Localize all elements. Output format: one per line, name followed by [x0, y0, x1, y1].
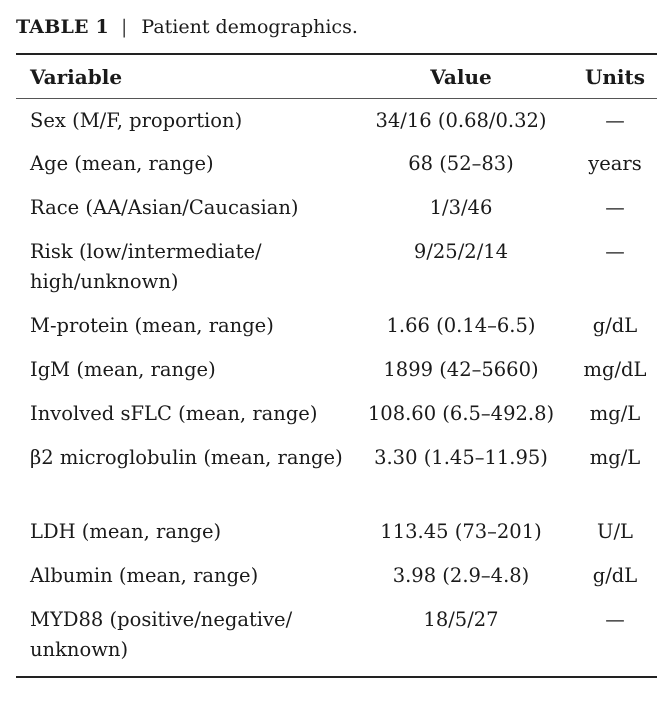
table-title: Patient demographics. — [141, 16, 358, 38]
table-row: Albumin (mean, range) 3.98 (2.9–4.8) g/d… — [16, 554, 657, 598]
cell-value: 1/3/46 — [429, 196, 493, 219]
table-caption: TABLE 1 | Patient demographics. — [16, 14, 358, 40]
demographics-table: Variable Value Units Sex (M/F, proportio… — [16, 55, 657, 672]
cell-units: — — [605, 196, 625, 219]
table-row: M-protein (mean, range) 1.66 (0.14–6.5) … — [16, 304, 657, 348]
cell-units: g/dL — [592, 564, 638, 587]
cell-variable: LDH (mean, range) — [30, 520, 222, 543]
column-header-variable: Variable — [30, 64, 123, 89]
cell-variable: Sex (M/F, proportion) — [30, 109, 243, 132]
cell-value: 1.66 (0.14–6.5) — [386, 314, 536, 337]
cell-variable: Age (mean, range) — [30, 152, 214, 175]
cell-units: — — [605, 608, 625, 631]
top-rule — [16, 53, 657, 55]
table-row: LDH (mean, range) 113.45 (73–201) U/L — [16, 510, 657, 554]
cell-value: 108.60 (6.5–492.8) — [367, 402, 555, 425]
table-row: Involved sFLC (mean, range) 108.60 (6.5–… — [16, 392, 657, 436]
cell-variable: Risk (low/intermediate/ high/unknown) — [30, 240, 262, 293]
table-row: Risk (low/intermediate/ high/unknown) 9/… — [16, 230, 657, 304]
cell-variable: M-protein (mean, range) — [30, 314, 274, 337]
cell-variable: Involved sFLC (mean, range) — [30, 402, 318, 425]
cell-units: g/dL — [592, 314, 638, 337]
bottom-rule — [16, 676, 657, 678]
cell-units: mg/L — [589, 446, 641, 469]
cell-value: 3.30 (1.45–11.95) — [374, 446, 548, 469]
cell-units: mg/dL — [583, 358, 647, 381]
table-row: IgM (mean, range) 1899 (42–5660) mg/dL — [16, 348, 657, 392]
cell-variable: MYD88 (positive/negative/ unknown) — [30, 608, 293, 661]
table-label: TABLE 1 — [16, 16, 109, 38]
cell-value: 1899 (42–5660) — [383, 358, 539, 381]
table-row: Race (AA/Asian/Caucasian) 1/3/46 — — [16, 186, 657, 230]
table-row: Age (mean, range) 68 (52–83) years — [16, 142, 657, 186]
cell-value: 34/16 (0.68/0.32) — [375, 109, 547, 132]
header-row: Variable Value Units — [16, 55, 657, 98]
column-header-units: Units — [584, 64, 646, 89]
cell-units: U/L — [597, 520, 633, 543]
cell-units: years — [588, 152, 642, 175]
cell-value: 18/5/27 — [423, 608, 499, 631]
cell-variable: Race (AA/Asian/Caucasian) — [30, 196, 299, 219]
cell-variable: Albumin (mean, range) — [30, 564, 259, 587]
cell-variable: β2 microglobulin (mean, range) — [30, 446, 343, 469]
table-row: Sex (M/F, proportion) 34/16 (0.68/0.32) … — [16, 98, 657, 142]
header-rule — [16, 98, 657, 99]
cell-value: 9/25/2/14 — [413, 240, 509, 263]
table-row: β2 microglobulin (mean, range) 3.30 (1.4… — [16, 436, 657, 510]
column-header-value: Value — [430, 64, 492, 89]
cell-value: 113.45 (73–201) — [380, 520, 542, 543]
cell-units: — — [605, 240, 625, 263]
cell-value: 68 (52–83) — [408, 152, 514, 175]
caption-separator: | — [120, 16, 128, 38]
cell-value: 3.98 (2.9–4.8) — [392, 564, 530, 587]
cell-variable: IgM (mean, range) — [30, 358, 216, 381]
cell-units: mg/L — [589, 402, 641, 425]
cell-units: — — [605, 109, 625, 132]
table-row: MYD88 (positive/negative/ unknown) 18/5/… — [16, 598, 657, 672]
